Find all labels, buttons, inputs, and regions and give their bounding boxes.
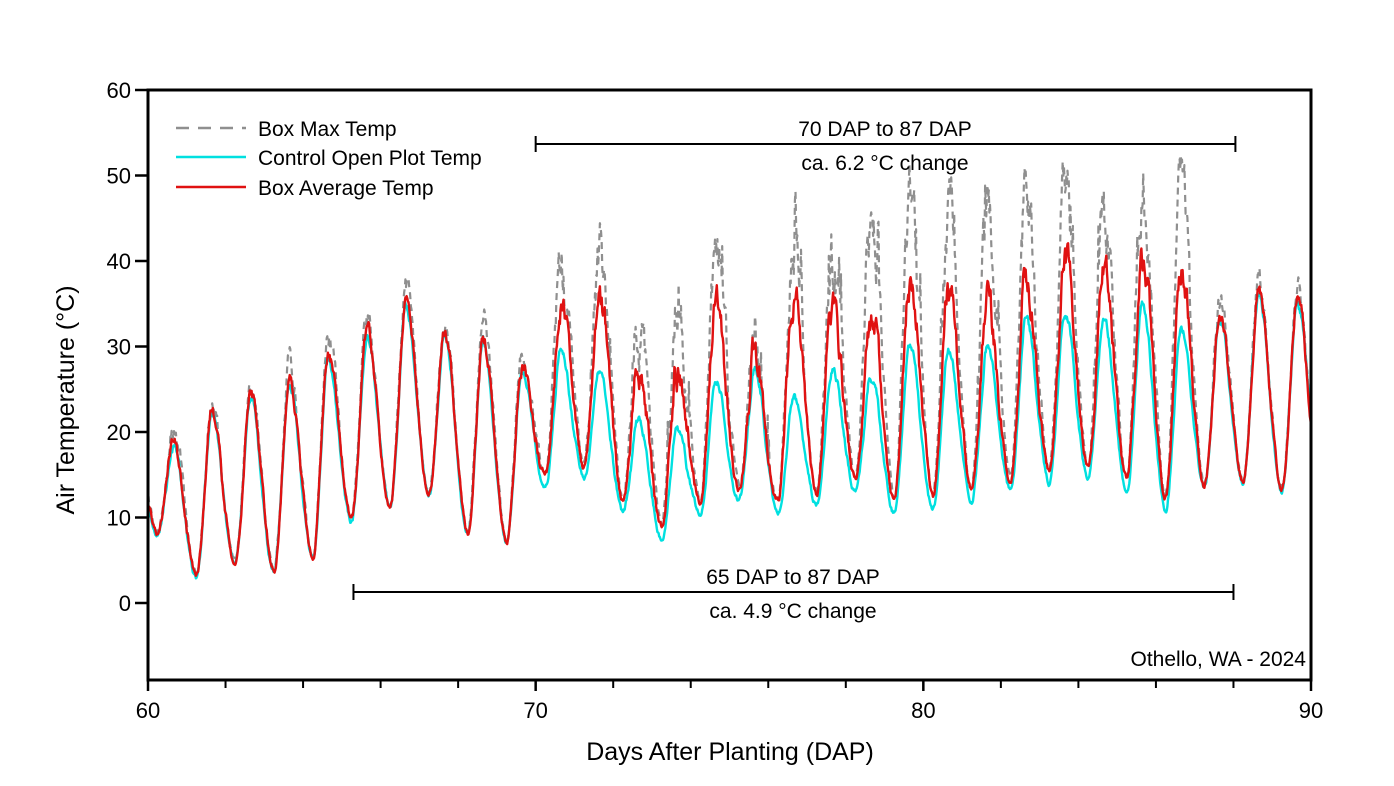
site-label: Othello, WA - 2024 — [1131, 648, 1307, 671]
x-ticks — [146, 680, 1313, 691]
bottom-bracket-range-text: 65 DAP to 87 DAP — [706, 566, 880, 589]
annotation-bottom-bracket: 65 DAP to 87 DAP ca. 4.9 °C change — [352, 566, 1235, 623]
x-tick-label: 60 — [136, 698, 160, 723]
x-tick-labels: 60 70 80 90 — [136, 698, 1323, 723]
y-tick-label: 30 — [107, 335, 131, 360]
legend-label-box-average-temp: Box Average Temp — [258, 177, 434, 200]
legend-label-box-max-temp: Box Max Temp — [258, 118, 397, 141]
y-tick-label: 60 — [107, 78, 131, 103]
y-tick-label: 0 — [119, 591, 131, 616]
top-bracket-line — [534, 136, 1237, 152]
plot-frame — [146, 88, 1313, 682]
bottom-bracket-line — [352, 584, 1235, 600]
x-tick-label: 90 — [1299, 698, 1323, 723]
x-axis-title: Days After Planting (DAP) — [586, 738, 874, 766]
x-tick-label: 80 — [911, 698, 935, 723]
top-bracket-change-text: ca. 6.2 °C change — [801, 152, 968, 175]
bottom-bracket-change-text: ca. 4.9 °C change — [709, 600, 876, 623]
series-box-average-temp-line — [146, 242, 1313, 577]
y-tick-label: 10 — [107, 506, 131, 531]
series-layer — [146, 155, 1313, 580]
top-bracket-range-text: 70 DAP to 87 DAP — [798, 118, 972, 141]
y-tick-label: 40 — [107, 249, 131, 274]
legend: Box Max Temp Control Open Plot Temp Box … — [176, 118, 482, 200]
y-ticks — [135, 88, 148, 605]
y-tick-labels: 0 10 20 30 40 50 60 — [107, 78, 131, 616]
y-axis-title: Air Temperature (°C) — [52, 285, 80, 514]
legend-label-control-open-plot-temp: Control Open Plot Temp — [258, 147, 482, 170]
y-tick-label: 20 — [107, 420, 131, 445]
x-tick-label: 70 — [523, 698, 547, 723]
annotation-top-bracket: 70 DAP to 87 DAP ca. 6.2 °C change — [534, 118, 1237, 175]
y-tick-label: 50 — [107, 164, 131, 189]
